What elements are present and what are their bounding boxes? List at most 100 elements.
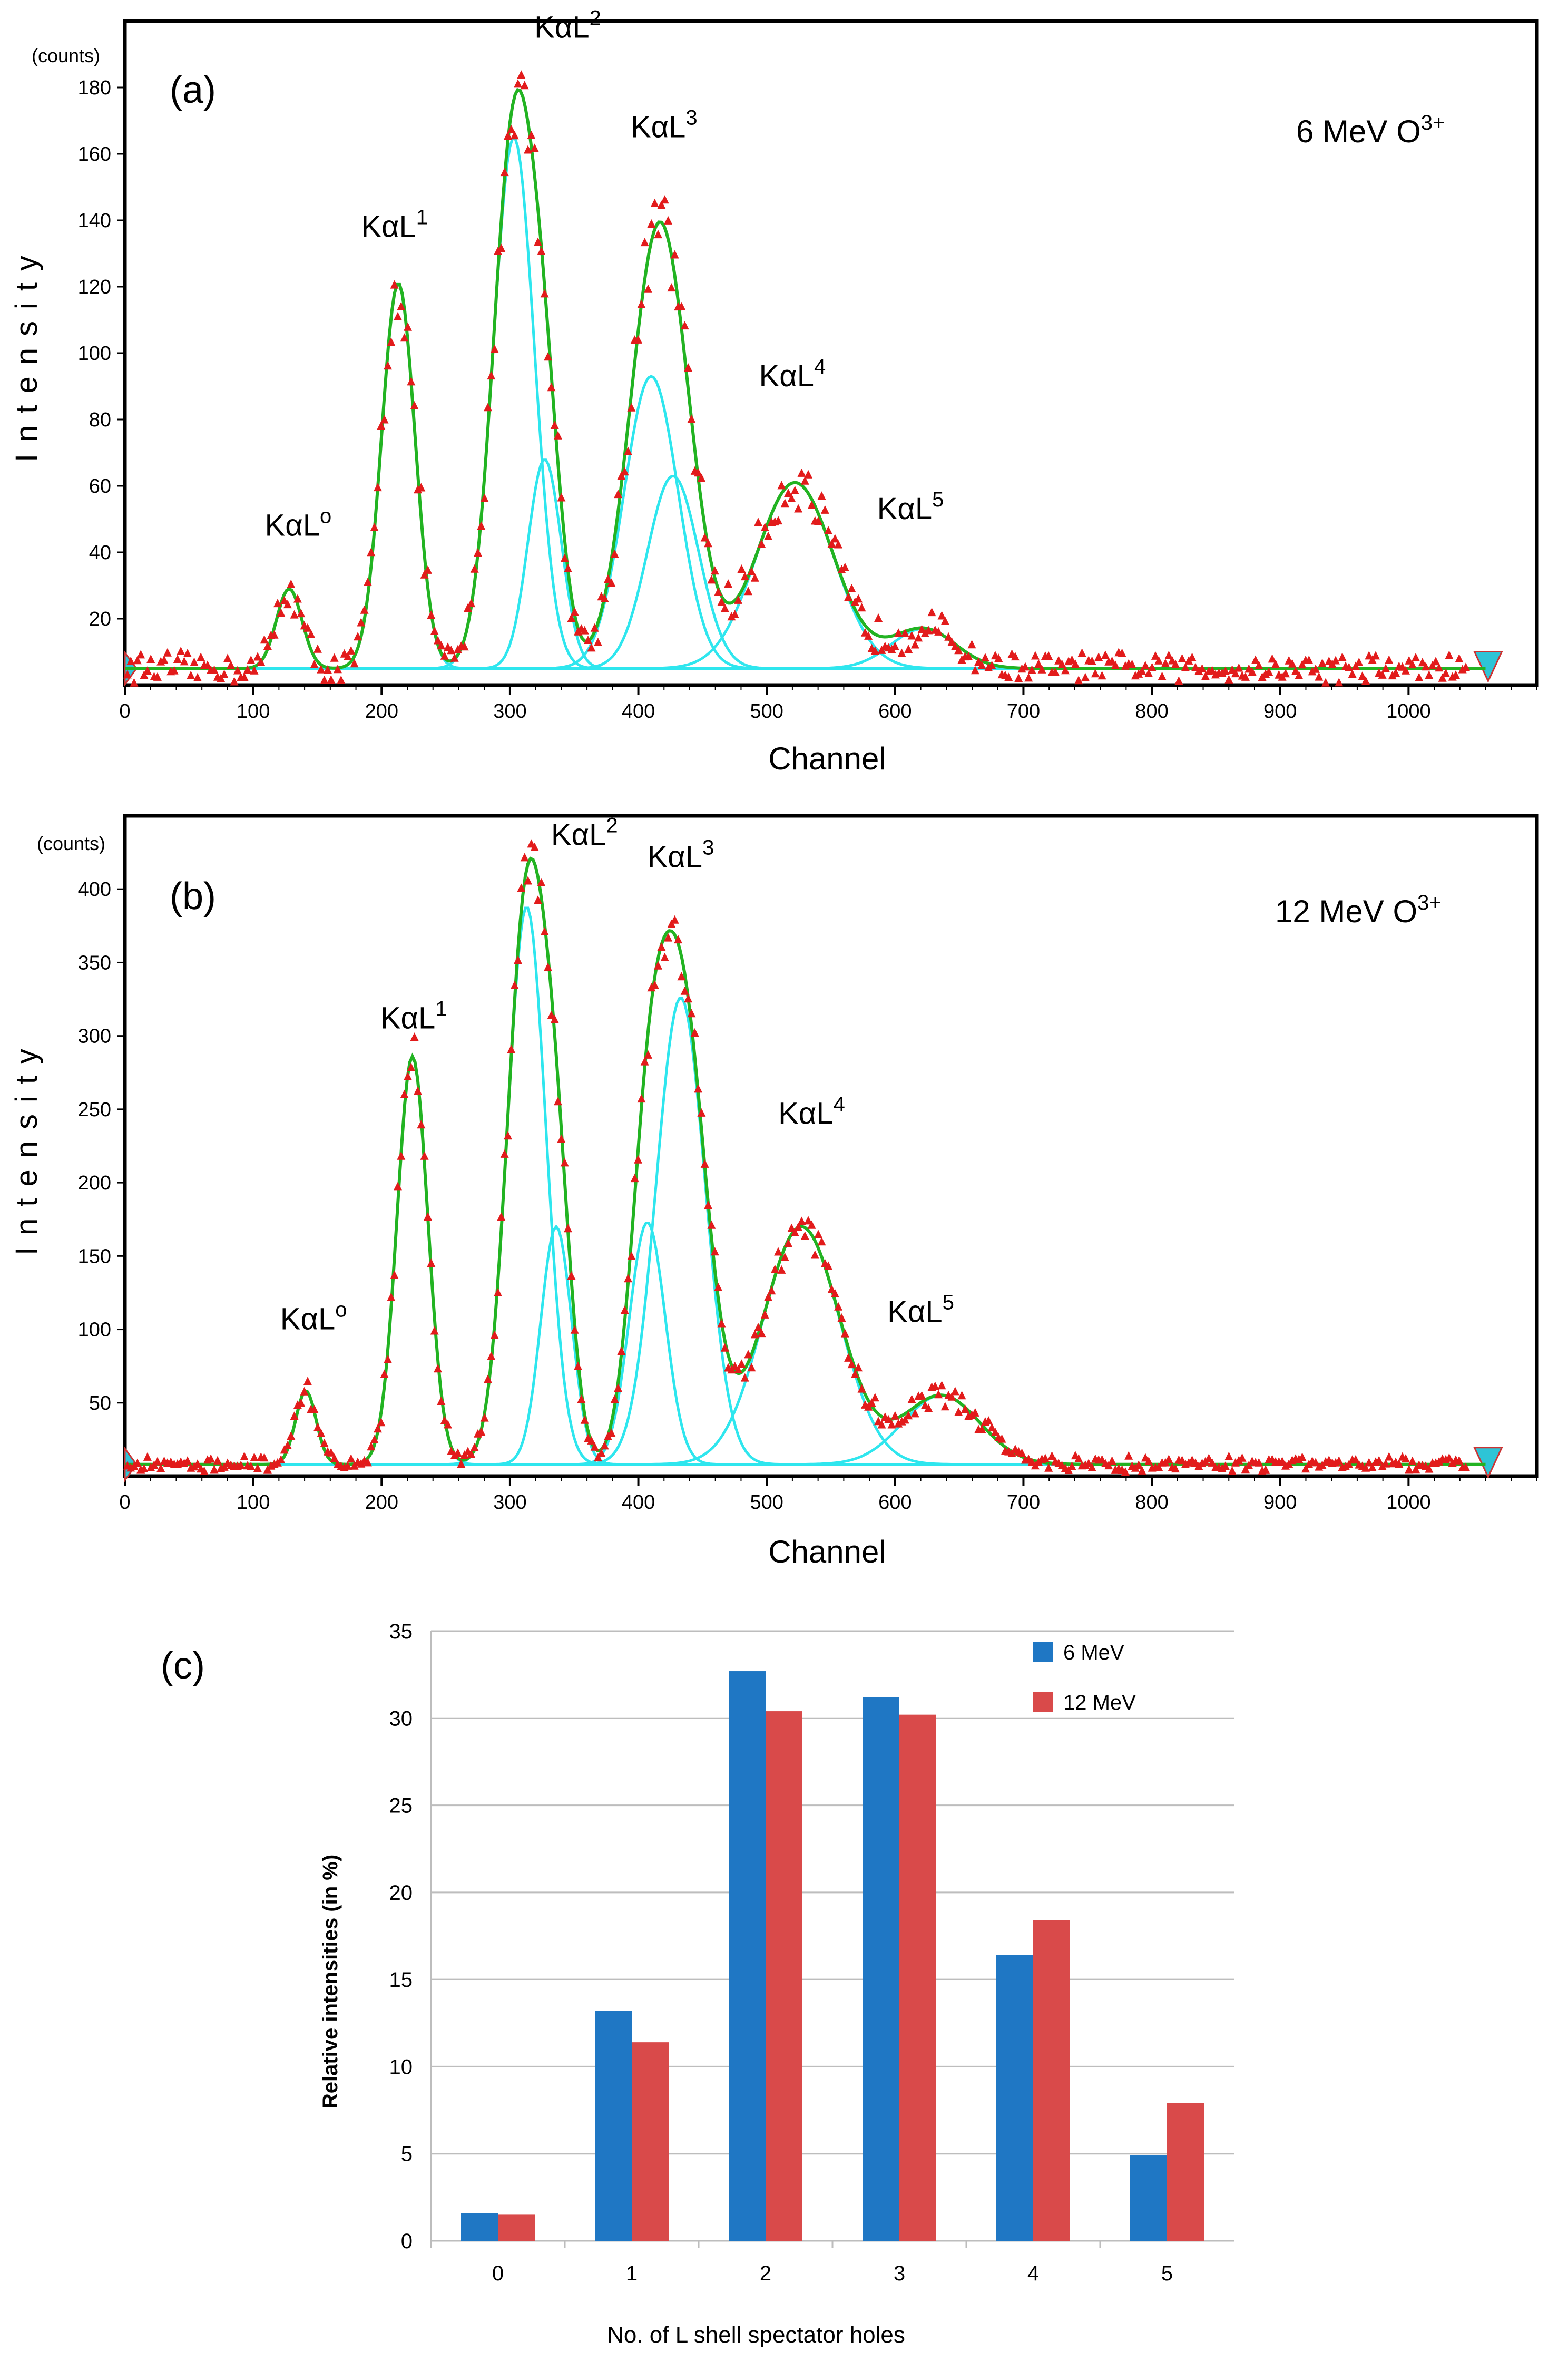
data-point — [1281, 669, 1290, 678]
data-point — [1224, 1451, 1233, 1460]
data-point — [247, 655, 256, 664]
data-point — [797, 1216, 806, 1225]
data-point — [564, 1224, 572, 1233]
x-tick-label: 600 — [878, 1491, 912, 1514]
data-point — [230, 677, 239, 686]
data-point — [437, 1397, 446, 1405]
data-point — [904, 1411, 913, 1420]
peak-label: KαL5 — [877, 488, 944, 526]
data-point — [1057, 659, 1066, 668]
data-point — [774, 1247, 783, 1256]
data-point — [354, 632, 362, 641]
data-point — [1288, 659, 1297, 668]
data-point — [1408, 660, 1417, 669]
data-point — [327, 675, 336, 684]
data-point — [600, 1441, 609, 1450]
data-point — [770, 1264, 779, 1273]
data-point — [754, 1323, 763, 1332]
data-point — [790, 486, 799, 494]
data-point — [1121, 1467, 1130, 1476]
data-point — [1231, 669, 1240, 678]
data-point — [594, 637, 602, 646]
ion-label-b-text: 12 MeV O — [1275, 894, 1417, 929]
data-point — [787, 1223, 796, 1232]
data-point — [827, 539, 836, 548]
data-point — [407, 377, 416, 386]
data-point — [560, 1158, 569, 1167]
data-point — [930, 1381, 939, 1390]
data-point — [600, 593, 609, 602]
data-point — [694, 468, 703, 477]
data-point — [360, 605, 369, 614]
data-point — [694, 1084, 703, 1093]
data-point — [126, 656, 135, 665]
data-point — [1255, 660, 1263, 669]
data-point — [1181, 662, 1190, 671]
data-point — [1238, 1453, 1247, 1462]
data-point — [1452, 670, 1460, 679]
data-point — [400, 333, 409, 342]
data-point — [1024, 673, 1033, 682]
data-point — [1345, 1460, 1354, 1468]
data-point — [817, 1237, 826, 1246]
data-point — [1241, 672, 1250, 681]
data-point — [560, 553, 569, 562]
bar-6mev — [996, 1955, 1033, 2241]
x-tick-label: 500 — [750, 700, 783, 723]
data-point — [410, 401, 419, 409]
data-point — [280, 1445, 289, 1454]
bar-6mev — [461, 2213, 498, 2241]
data-point — [830, 534, 839, 543]
data-point — [1371, 651, 1380, 660]
data-point — [1355, 657, 1364, 666]
data-point — [337, 675, 346, 684]
data-point — [207, 1454, 215, 1463]
data-points-b — [123, 839, 1470, 1476]
bar-chart-c: 0 5 10 15 20 25 30 35 0 1 2 3 4 5 6 MeV 12 MeV — [389, 1620, 1234, 2285]
data-point — [173, 655, 182, 663]
data-point — [780, 1253, 789, 1261]
data-point — [1121, 661, 1130, 670]
data-point — [884, 1414, 893, 1423]
data-point — [1321, 678, 1330, 687]
data-point — [1418, 658, 1427, 667]
data-point — [564, 564, 572, 572]
data-point — [1034, 659, 1043, 668]
data-point — [237, 1460, 246, 1469]
data-point — [627, 1251, 636, 1260]
data-point — [384, 361, 392, 370]
data-point — [193, 672, 202, 681]
data-point — [837, 565, 846, 573]
component-fit-6 — [628, 1225, 975, 1466]
data-point — [1044, 1463, 1053, 1472]
data-point — [870, 1393, 879, 1402]
data-point — [283, 600, 292, 609]
data-point — [377, 421, 386, 430]
data-point — [350, 659, 359, 668]
data-point — [310, 659, 319, 668]
data-point — [146, 1462, 155, 1471]
data-point — [537, 247, 546, 255]
bar-12mev — [498, 2214, 535, 2241]
data-point — [247, 1461, 256, 1470]
data-point — [223, 653, 232, 662]
x-tick-label: 800 — [1135, 700, 1168, 723]
data-point — [213, 1456, 222, 1465]
data-point — [917, 625, 926, 633]
data-point — [854, 594, 863, 603]
data-point — [1425, 670, 1434, 679]
y-units-a: (counts) — [32, 45, 100, 66]
data-point — [747, 567, 756, 575]
data-point — [957, 1391, 966, 1400]
region-marker-right — [1473, 651, 1503, 684]
data-point — [1017, 1448, 1026, 1457]
data-point — [857, 603, 866, 612]
data-point — [877, 1420, 886, 1429]
data-point — [587, 643, 596, 652]
data-point — [987, 1423, 996, 1432]
data-point — [143, 1452, 152, 1461]
component-fit-1 — [343, 1053, 482, 1466]
peak-labels-b: KαLo KαL1 KαL2 KαL3 KαL4 KαL5 — [280, 814, 954, 1336]
data-point — [1171, 1464, 1180, 1473]
data-point — [747, 1363, 756, 1372]
